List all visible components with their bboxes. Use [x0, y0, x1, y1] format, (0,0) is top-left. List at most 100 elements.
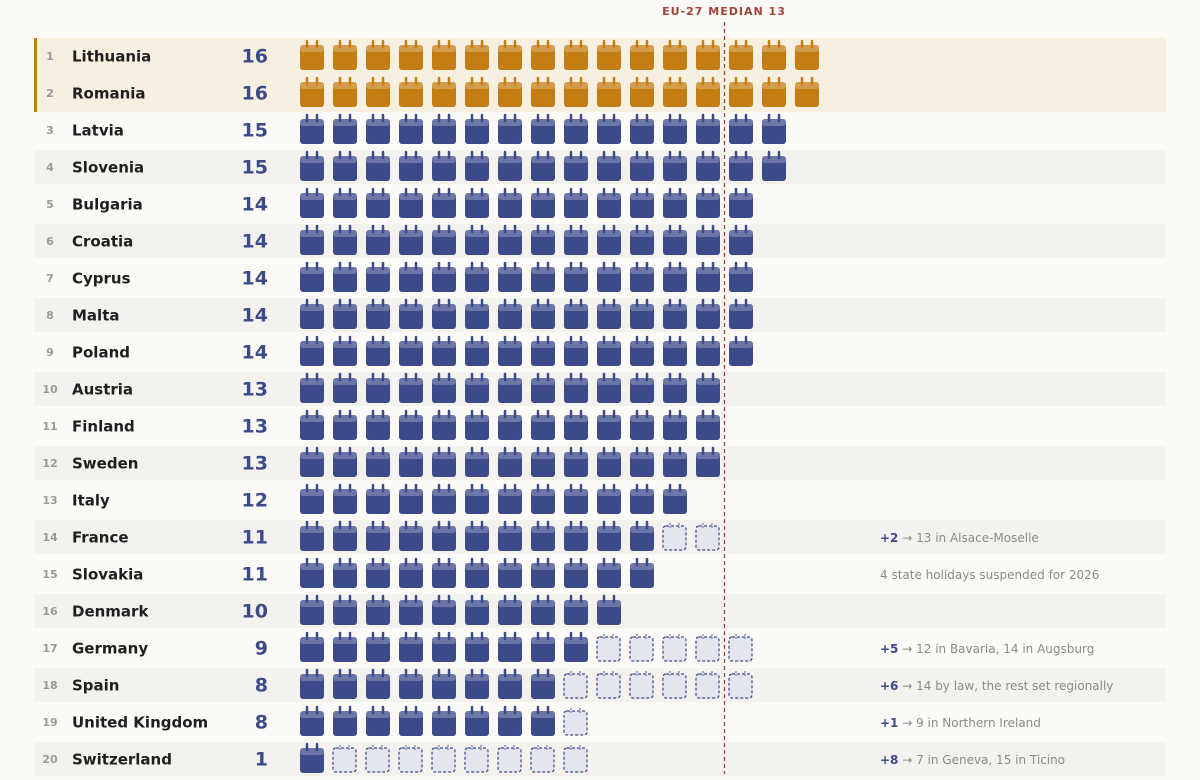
icon-body: [597, 526, 621, 551]
value-label: 1: [255, 749, 268, 771]
calendar-icon: [597, 409, 621, 440]
icon-body: [531, 304, 555, 329]
icon-header: [366, 230, 390, 237]
icon-body: [663, 82, 687, 107]
icon-body: [696, 119, 720, 144]
icon-body: [530, 747, 555, 773]
calendar-icon: [597, 372, 621, 403]
icon-body: [564, 637, 588, 662]
country-name: Italy: [72, 492, 110, 510]
icon-body: [696, 45, 720, 70]
calendar-icon: [564, 298, 588, 329]
icon-body: [399, 674, 423, 699]
icon-body: [662, 673, 687, 699]
icon-body: [300, 489, 324, 514]
icon-body: [597, 378, 621, 403]
icon-header: [762, 82, 786, 89]
calendar-icon: [630, 335, 654, 366]
calendar-icon: [300, 594, 324, 625]
icon-header: [597, 156, 621, 163]
icon-body: [300, 748, 324, 773]
icon-body: [465, 415, 489, 440]
icon-header: [432, 341, 456, 348]
icon-body: [630, 304, 654, 329]
icon-body: [300, 674, 324, 699]
icon-header: [597, 230, 621, 237]
icon-header: [300, 82, 324, 89]
icon-header: [663, 119, 687, 126]
icon-body: [366, 341, 390, 366]
icon-header: [531, 637, 555, 644]
calendar-icon: [333, 76, 357, 107]
calendar-icon: [531, 261, 555, 292]
icon-header: [498, 637, 522, 644]
calendar-icon: [366, 631, 390, 662]
icon-body: [597, 267, 621, 292]
icon-body: [696, 452, 720, 477]
note: +2 → 13 in Alsace-Moselle: [880, 531, 1039, 545]
icon-body: [663, 378, 687, 403]
icon-header: [333, 341, 357, 348]
country-name: Croatia: [72, 233, 133, 251]
calendar-icon: [366, 668, 390, 699]
icon-header: [663, 452, 687, 459]
icon-header: [366, 156, 390, 163]
icon-body: [366, 489, 390, 514]
calendar-icon: [597, 113, 621, 144]
icon-body: [597, 193, 621, 218]
calendar-icon: [300, 631, 324, 662]
icon-header: [498, 267, 522, 274]
icon-header: [432, 452, 456, 459]
icon-body: [300, 156, 324, 181]
calendar-icon: [795, 76, 819, 107]
icon-body: [695, 673, 720, 699]
calendar-icon: [498, 335, 522, 366]
icon-header: [432, 378, 456, 385]
icon-body: [498, 452, 522, 477]
rank: 15: [42, 568, 57, 581]
icon-header: [630, 82, 654, 89]
icon-header: [366, 600, 390, 607]
calendar-icon: [663, 224, 687, 255]
calendar-icon: [498, 557, 522, 588]
calendar-icon-extra: [695, 671, 720, 699]
icon-header: [300, 230, 324, 237]
icon-body: [464, 747, 489, 773]
icon-body: [564, 267, 588, 292]
icon-body: [333, 711, 357, 736]
icon-header: [300, 637, 324, 644]
calendar-icon: [399, 261, 423, 292]
icon-header: [366, 489, 390, 496]
icon-body: [630, 230, 654, 255]
calendar-icon: [564, 261, 588, 292]
icon-body: [465, 230, 489, 255]
icon-header: [399, 415, 423, 422]
icon-header: [465, 563, 489, 570]
calendar-icon: [399, 705, 423, 736]
icon-body: [531, 156, 555, 181]
icon-header: [597, 415, 621, 422]
icon-header: [630, 341, 654, 348]
icon-header: [399, 341, 423, 348]
median-label-text: EU-27 MEDIAN: [662, 5, 764, 18]
icon-header: [630, 193, 654, 200]
icon-header: [531, 193, 555, 200]
calendar-icon: [630, 39, 654, 70]
country-name: United Kingdom: [72, 714, 208, 732]
note-text: → 13 in Alsace-Moselle: [902, 531, 1039, 545]
calendar-icon-extra: [365, 745, 390, 773]
calendar-icon: [366, 446, 390, 477]
icon-header: [300, 267, 324, 274]
calendar-icon: [300, 298, 324, 329]
note-text: → 12 in Bavaria, 14 in Augsburg: [902, 642, 1094, 656]
icon-body: [333, 637, 357, 662]
calendar-icon: [597, 150, 621, 181]
icon-body: [663, 341, 687, 366]
icon-header: [696, 193, 720, 200]
calendar-icon: [465, 39, 489, 70]
icon-body: [498, 193, 522, 218]
icon-header: [795, 45, 819, 52]
calendar-icon: [498, 39, 522, 70]
icon-header: [564, 341, 588, 348]
icon-body: [564, 304, 588, 329]
